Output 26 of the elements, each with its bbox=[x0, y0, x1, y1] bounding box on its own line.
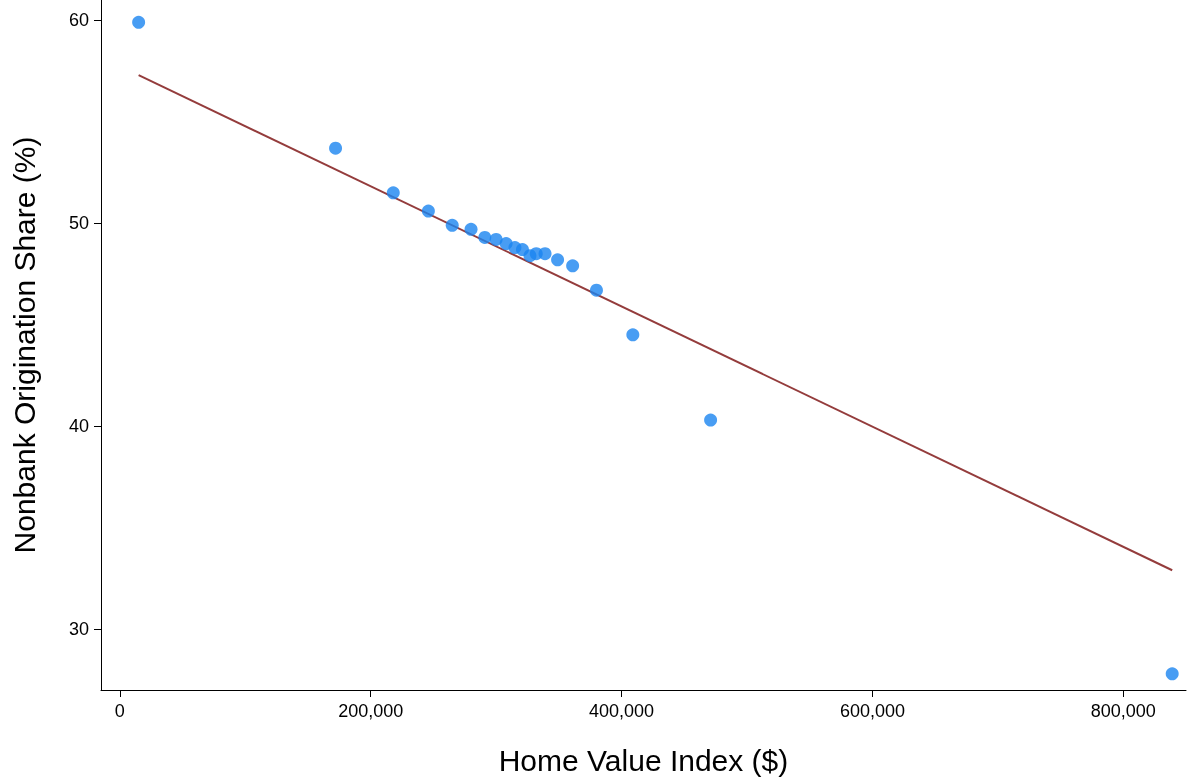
point bbox=[551, 253, 565, 267]
point bbox=[589, 283, 603, 297]
x-axis-title: Home Value Index ($) bbox=[498, 743, 789, 777]
x-tick-label: 400,000 bbox=[589, 701, 655, 721]
point bbox=[489, 232, 503, 246]
point bbox=[421, 204, 435, 218]
y-tick-label: 30 bbox=[68, 619, 89, 640]
x-tick-label: 600,000 bbox=[839, 701, 905, 721]
point bbox=[132, 15, 146, 29]
point bbox=[704, 413, 718, 427]
point bbox=[464, 222, 478, 236]
x-tick-label: 0 bbox=[114, 701, 125, 721]
y-axis-title: Nonbank Origination Share (%) bbox=[7, 136, 41, 554]
point bbox=[386, 186, 400, 200]
y-tick-label: 50 bbox=[68, 213, 89, 234]
y-tick-label: 40 bbox=[68, 416, 89, 437]
y-tick-label: 60 bbox=[68, 10, 89, 31]
x-tick-label: 200,000 bbox=[338, 701, 404, 721]
point bbox=[566, 259, 580, 273]
x-tick-label: 800,000 bbox=[1090, 701, 1156, 721]
point bbox=[1165, 667, 1179, 681]
point bbox=[626, 328, 640, 342]
point bbox=[538, 247, 552, 261]
point bbox=[329, 141, 343, 155]
point bbox=[478, 230, 492, 244]
point bbox=[445, 218, 459, 232]
